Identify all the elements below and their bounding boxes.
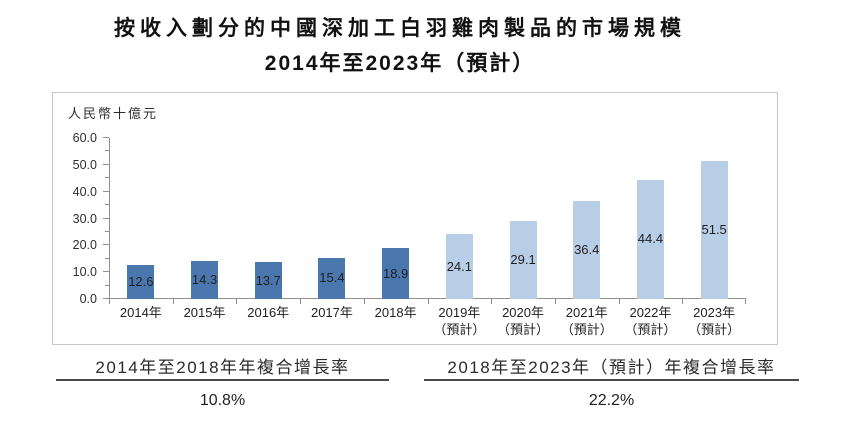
x-tick — [618, 299, 620, 304]
x-tick — [427, 299, 429, 304]
y-tick-major — [103, 217, 109, 219]
x-tick — [745, 299, 746, 304]
bar-forecast — [700, 160, 728, 299]
bar-value-label: 24.1 — [446, 258, 472, 274]
chart-title: 按收入劃分的中國深加工白羽雞肉製品的市場規模 2014年至2023年（預計） — [0, 12, 800, 77]
x-tick — [363, 299, 365, 304]
x-category-label: 2018年 — [374, 305, 417, 320]
y-tick-label: 20.0 — [72, 238, 97, 253]
bar-historical — [318, 257, 346, 299]
cagr-left-value: 10.8% — [199, 392, 246, 409]
y-tick-major — [103, 190, 109, 192]
bar-forecast — [445, 234, 473, 299]
bar-forecast — [573, 201, 601, 299]
bar-value-label: 15.4 — [319, 270, 345, 286]
x-axis-line — [109, 298, 746, 299]
x-category-label: 2014年 — [119, 305, 162, 320]
x-tick — [172, 299, 174, 304]
cagr-right-rule — [424, 379, 799, 381]
chart-title-line2: 2014年至2023年（預計） — [264, 52, 536, 75]
x-category-label: 2021年 （預計） — [555, 304, 619, 338]
x-category-sublabel: （預計） — [624, 322, 677, 337]
y-tick-minor — [105, 284, 109, 286]
bar-historical — [191, 260, 219, 299]
y-tick-minor — [105, 150, 109, 152]
y-tick-minor — [105, 230, 109, 232]
x-category-sublabel: （預計） — [433, 322, 486, 337]
cagr-left-rule — [56, 379, 389, 381]
cagr-right-label: 2018年至2023年（預計）年複合增長率 — [447, 358, 776, 377]
y-tick-major — [103, 298, 109, 299]
y-tick-label: 10.0 — [72, 265, 97, 280]
y-tick-label: 30.0 — [72, 211, 97, 226]
x-category-label: 2020年 （預計） — [491, 304, 555, 338]
x-tick — [491, 299, 493, 304]
y-tick-major — [103, 163, 109, 165]
x-category-label: 2023年 （預計） — [682, 304, 746, 338]
x-category-sublabel: （預計） — [688, 322, 741, 337]
y-tick-label: 0.0 — [79, 292, 97, 306]
x-tick — [109, 299, 110, 304]
y-axis-line — [109, 138, 110, 299]
chart-frame: 人民幣十億元 60.0 50.0 40.0 30.0 20.0 10.0 0.0 12.6 20… — [52, 92, 778, 345]
y-tick-major — [103, 244, 109, 246]
y-tick-major — [103, 137, 109, 138]
cagr-left-label: 2014年至2018年年複合增長率 — [95, 358, 350, 377]
y-tick-minor — [105, 204, 109, 206]
bar-historical — [127, 265, 155, 299]
y-axis-unit-label: 人民幣十億元 — [68, 106, 159, 121]
x-category-label: 2022年 （預計） — [619, 304, 683, 338]
x-tick — [554, 299, 556, 304]
x-category-label: 2017年 — [310, 305, 353, 320]
chart-title-line1: 按收入劃分的中國深加工白羽雞肉製品的市場規模 — [114, 17, 686, 40]
bar-historical — [254, 262, 282, 299]
bar-value-label: 14.3 — [191, 271, 218, 287]
x-category-label: 2016年 — [247, 305, 290, 320]
cagr-right-value: 22.2% — [588, 392, 635, 409]
x-category-sublabel: （預計） — [560, 322, 613, 337]
bar-forecast — [636, 179, 664, 299]
y-tick-label: 50.0 — [72, 157, 97, 172]
x-category-label: 2019年 （預計） — [428, 304, 492, 338]
x-tick — [300, 299, 302, 304]
bar-value-label: 29.1 — [510, 251, 536, 267]
y-tick-label: 60.0 — [72, 131, 97, 145]
bar-forecast — [509, 220, 537, 299]
bar-historical — [382, 248, 410, 299]
plot-area: 60.0 50.0 40.0 30.0 20.0 10.0 0.0 12.6 2014年 14.3… — [73, 131, 746, 337]
y-tick-minor — [105, 257, 109, 259]
y-tick-major — [103, 271, 109, 273]
x-category-sublabel: （預計） — [497, 322, 550, 337]
x-tick — [236, 299, 238, 304]
bar-value-label: 13.7 — [255, 272, 281, 288]
bar-value-label: 51.5 — [701, 221, 727, 237]
x-category-label: 2015年 — [183, 305, 226, 320]
bar-value-label: 12.6 — [128, 274, 154, 290]
y-tick-label: 40.0 — [72, 184, 97, 199]
bar-value-label: 44.4 — [637, 231, 664, 247]
y-tick-minor — [105, 177, 109, 179]
bar-value-label: 18.9 — [382, 265, 409, 281]
bar-value-label: 36.4 — [574, 242, 600, 258]
x-tick — [682, 299, 684, 304]
